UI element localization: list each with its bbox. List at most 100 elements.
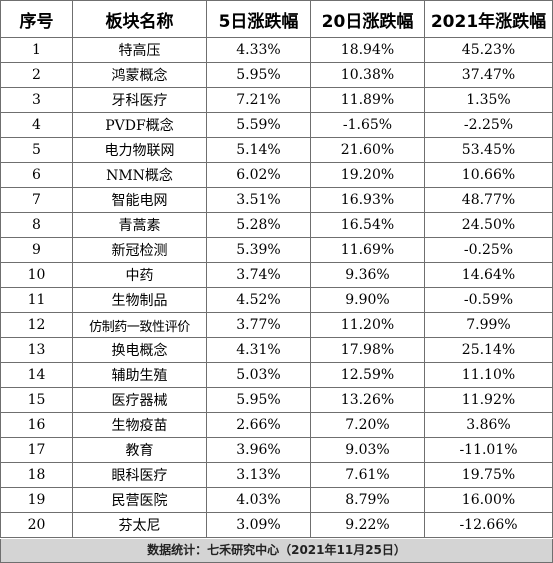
sector-performance-table: 序号 板块名称 5日涨跌幅 20日涨跌幅 2021年涨跌幅 1 特高压 4.33% 1… bbox=[0, 0, 553, 538]
table-row: 15 医疗器械 5.95% 13.26% 11.92% bbox=[0, 387, 553, 413]
cell-index: 9 bbox=[0, 237, 73, 263]
table-row: 13 换电概念 4.31% 17.98% 25.14% bbox=[0, 337, 553, 363]
cell-5day-change: 3.13% bbox=[206, 462, 311, 488]
cell-20day-change: 11.89% bbox=[310, 87, 425, 113]
cell-index: 10 bbox=[0, 262, 73, 288]
cell-index: 19 bbox=[0, 487, 73, 513]
table-row: 19 民营医院 4.03% 8.79% 16.00% bbox=[0, 487, 553, 513]
cell-5day-change: 3.74% bbox=[206, 262, 311, 288]
table-row: 4 PVDF概念 5.59% -1.65% -2.25% bbox=[0, 112, 553, 138]
cell-20day-change: 8.79% bbox=[310, 487, 425, 513]
cell-sector-name: 电力物联网 bbox=[72, 137, 207, 163]
cell-2021-change: 3.86% bbox=[424, 412, 553, 438]
cell-sector-name: 新冠检测 bbox=[72, 237, 207, 263]
cell-sector-name: 眼科医疗 bbox=[72, 462, 207, 488]
cell-20day-change: 19.20% bbox=[310, 162, 425, 188]
cell-sector-name: 辅助生殖 bbox=[72, 362, 207, 388]
cell-20day-change: -1.65% bbox=[310, 112, 425, 138]
cell-5day-change: 3.96% bbox=[206, 437, 311, 463]
table-row: 8 青蒿素 5.28% 16.54% 24.50% bbox=[0, 212, 553, 238]
cell-5day-change: 4.31% bbox=[206, 337, 311, 363]
table-row: 20 芬太尼 3.09% 9.22% -12.66% bbox=[0, 512, 553, 538]
cell-20day-change: 21.60% bbox=[310, 137, 425, 163]
table-row: 3 牙科医疗 7.21% 11.89% 1.35% bbox=[0, 87, 553, 113]
cell-2021-change: 11.10% bbox=[424, 362, 553, 388]
cell-index: 4 bbox=[0, 112, 73, 138]
cell-2021-change: 14.64% bbox=[424, 262, 553, 288]
cell-2021-change: 25.14% bbox=[424, 337, 553, 363]
cell-index: 6 bbox=[0, 162, 73, 188]
cell-2021-change: 10.66% bbox=[424, 162, 553, 188]
cell-20day-change: 9.90% bbox=[310, 287, 425, 313]
cell-5day-change: 5.95% bbox=[206, 387, 311, 413]
cell-index: 5 bbox=[0, 137, 73, 163]
table-row: 11 生物制品 4.52% 9.90% -0.59% bbox=[0, 287, 553, 313]
table-row: 9 新冠检测 5.39% 11.69% -0.25% bbox=[0, 237, 553, 263]
cell-sector-name: 教育 bbox=[72, 437, 207, 463]
cell-2021-change: 11.92% bbox=[424, 387, 553, 413]
table-row: 1 特高压 4.33% 18.94% 45.23% bbox=[0, 37, 553, 63]
cell-20day-change: 12.59% bbox=[310, 362, 425, 388]
cell-5day-change: 6.02% bbox=[206, 162, 311, 188]
cell-20day-change: 7.61% bbox=[310, 462, 425, 488]
cell-2021-change: 53.45% bbox=[424, 137, 553, 163]
cell-sector-name: 智能电网 bbox=[72, 187, 207, 213]
cell-index: 12 bbox=[0, 312, 73, 338]
source-footer: 数据统计：七禾研究中心（2021年11月25日） bbox=[0, 539, 553, 563]
cell-20day-change: 9.03% bbox=[310, 437, 425, 463]
cell-20day-change: 9.36% bbox=[310, 262, 425, 288]
cell-5day-change: 3.09% bbox=[206, 512, 311, 538]
cell-5day-change: 2.66% bbox=[206, 412, 311, 438]
cell-5day-change: 5.39% bbox=[206, 237, 311, 263]
cell-20day-change: 11.69% bbox=[310, 237, 425, 263]
cell-sector-name: 民营医院 bbox=[72, 487, 207, 513]
cell-2021-change: 16.00% bbox=[424, 487, 553, 513]
cell-5day-change: 4.33% bbox=[206, 37, 311, 63]
cell-index: 3 bbox=[0, 87, 73, 113]
cell-2021-change: 7.99% bbox=[424, 312, 553, 338]
cell-5day-change: 5.28% bbox=[206, 212, 311, 238]
header-row: 序号 板块名称 5日涨跌幅 20日涨跌幅 2021年涨跌幅 bbox=[0, 0, 553, 38]
table-row: 12 仿制药一致性评价 3.77% 11.20% 7.99% bbox=[0, 312, 553, 338]
header-sector-name: 板块名称 bbox=[72, 0, 207, 38]
table-row: 16 生物疫苗 2.66% 7.20% 3.86% bbox=[0, 412, 553, 438]
cell-2021-change: 19.75% bbox=[424, 462, 553, 488]
cell-index: 20 bbox=[0, 512, 73, 538]
cell-2021-change: 37.47% bbox=[424, 62, 553, 88]
cell-index: 1 bbox=[0, 37, 73, 63]
cell-5day-change: 5.03% bbox=[206, 362, 311, 388]
cell-sector-name: 仿制药一致性评价 bbox=[72, 312, 207, 338]
cell-2021-change: 1.35% bbox=[424, 87, 553, 113]
table-row: 6 NMN概念 6.02% 19.20% 10.66% bbox=[0, 162, 553, 188]
header-5day-change: 5日涨跌幅 bbox=[206, 0, 311, 38]
cell-5day-change: 5.59% bbox=[206, 112, 311, 138]
cell-20day-change: 17.98% bbox=[310, 337, 425, 363]
cell-sector-name: NMN概念 bbox=[72, 162, 207, 188]
table-row: 10 中药 3.74% 9.36% 14.64% bbox=[0, 262, 553, 288]
cell-sector-name: 芬太尼 bbox=[72, 512, 207, 538]
cell-20day-change: 9.22% bbox=[310, 512, 425, 538]
cell-20day-change: 18.94% bbox=[310, 37, 425, 63]
header-2021-change: 2021年涨跌幅 bbox=[424, 0, 553, 38]
cell-sector-name: 牙科医疗 bbox=[72, 87, 207, 113]
cell-2021-change: -11.01% bbox=[424, 437, 553, 463]
cell-sector-name: 医疗器械 bbox=[72, 387, 207, 413]
cell-index: 13 bbox=[0, 337, 73, 363]
cell-sector-name: 特高压 bbox=[72, 37, 207, 63]
cell-5day-change: 3.77% bbox=[206, 312, 311, 338]
cell-5day-change: 5.14% bbox=[206, 137, 311, 163]
cell-index: 8 bbox=[0, 212, 73, 238]
table-row: 7 智能电网 3.51% 16.93% 48.77% bbox=[0, 187, 553, 213]
cell-index: 16 bbox=[0, 412, 73, 438]
cell-5day-change: 4.52% bbox=[206, 287, 311, 313]
cell-index: 14 bbox=[0, 362, 73, 388]
header-20day-change: 20日涨跌幅 bbox=[310, 0, 425, 38]
cell-sector-name: 中药 bbox=[72, 262, 207, 288]
cell-sector-name: 生物制品 bbox=[72, 287, 207, 313]
table-row: 5 电力物联网 5.14% 21.60% 53.45% bbox=[0, 137, 553, 163]
cell-sector-name: PVDF概念 bbox=[72, 112, 207, 138]
cell-sector-name: 青蒿素 bbox=[72, 212, 207, 238]
cell-sector-name: 生物疫苗 bbox=[72, 412, 207, 438]
cell-sector-name: 鸿蒙概念 bbox=[72, 62, 207, 88]
cell-2021-change: -12.66% bbox=[424, 512, 553, 538]
